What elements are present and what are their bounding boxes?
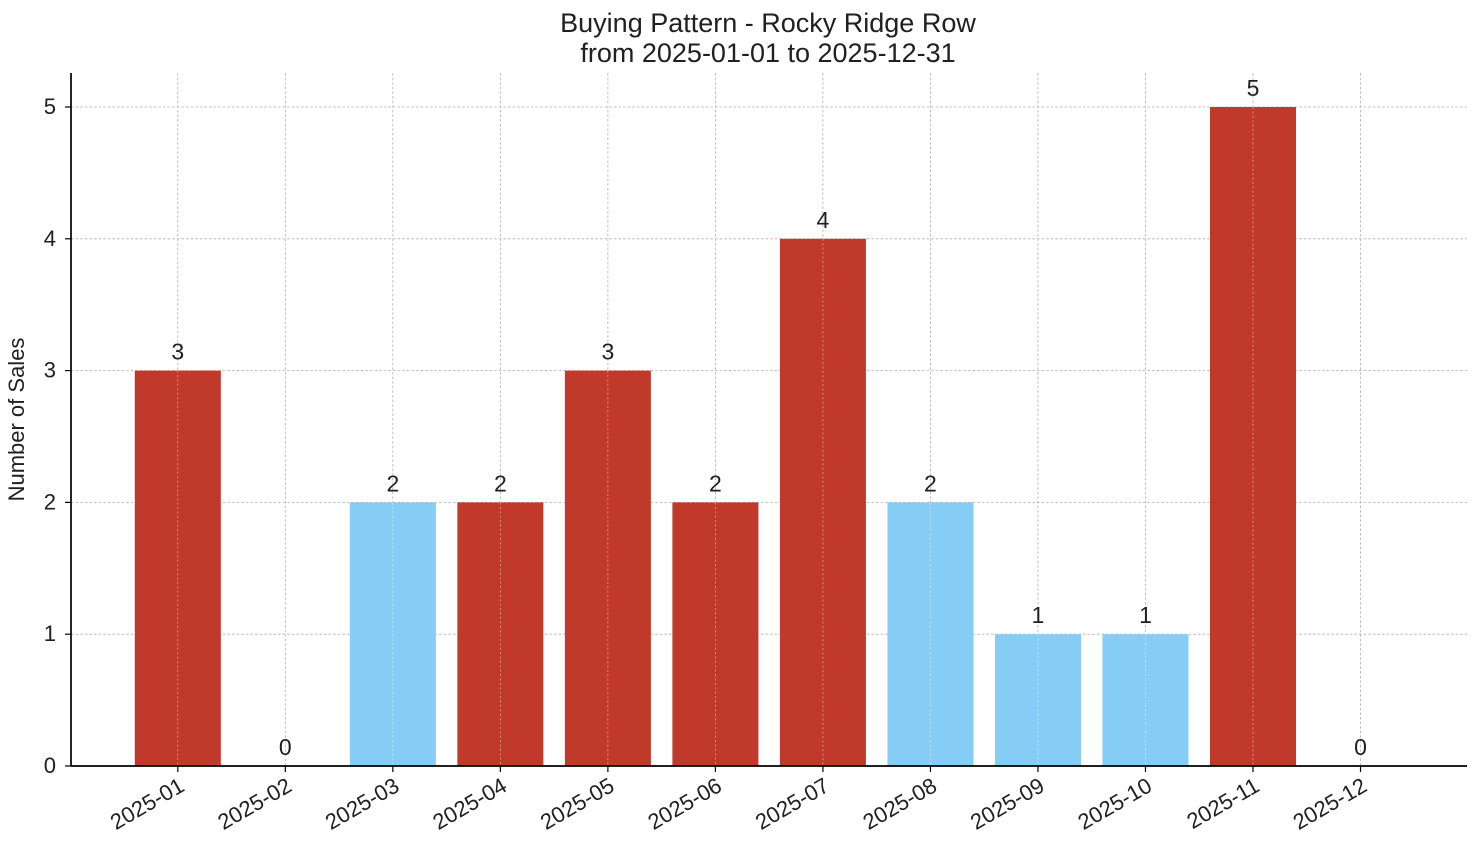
svg-text:3: 3 [44,358,56,383]
svg-text:3: 3 [171,339,184,365]
svg-text:from 2025-01-01 to 2025-12-31: from 2025-01-01 to 2025-12-31 [580,38,955,68]
svg-text:2: 2 [494,470,507,496]
svg-text:2: 2 [386,470,399,496]
svg-text:5: 5 [1247,75,1260,101]
svg-text:2: 2 [44,489,56,514]
svg-text:2: 2 [924,470,937,496]
svg-text:4: 4 [817,207,830,233]
svg-text:2: 2 [709,470,722,496]
svg-text:0: 0 [44,753,56,778]
svg-text:1: 1 [44,621,56,646]
svg-text:5: 5 [44,94,56,119]
svg-text:Number of Sales: Number of Sales [4,338,29,502]
svg-text:1: 1 [1032,602,1045,628]
svg-text:Buying Pattern - Rocky Ridge R: Buying Pattern - Rocky Ridge Row [560,8,976,38]
svg-text:0: 0 [279,734,292,760]
svg-text:0: 0 [1354,734,1367,760]
svg-text:4: 4 [44,226,56,251]
svg-text:3: 3 [601,339,614,365]
svg-text:1: 1 [1139,602,1152,628]
